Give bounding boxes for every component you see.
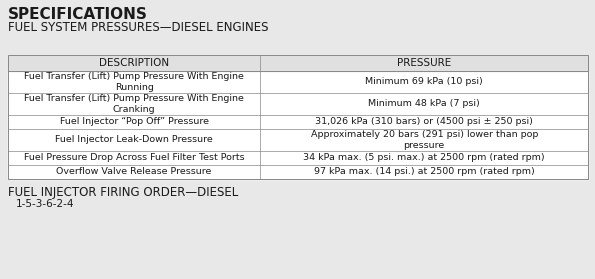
- Text: 31,026 kPa (310 bars) or (4500 psi ± 250 psi): 31,026 kPa (310 bars) or (4500 psi ± 250…: [315, 117, 533, 126]
- Text: 34 kPa max. (5 psi. max.) at 2500 rpm (rated rpm): 34 kPa max. (5 psi. max.) at 2500 rpm (r…: [303, 153, 545, 162]
- Bar: [8, 55, 588, 179]
- Bar: [8, 55, 588, 71]
- Bar: [8, 71, 588, 93]
- Bar: [8, 165, 588, 179]
- Bar: [8, 93, 588, 115]
- Text: FUEL INJECTOR FIRING ORDER—DIESEL: FUEL INJECTOR FIRING ORDER—DIESEL: [8, 186, 238, 199]
- Bar: [8, 115, 588, 129]
- Bar: [8, 129, 588, 151]
- Text: 97 kPa max. (14 psi.) at 2500 rpm (rated rpm): 97 kPa max. (14 psi.) at 2500 rpm (rated…: [314, 167, 535, 177]
- Text: FUEL SYSTEM PRESSURES—DIESEL ENGINES: FUEL SYSTEM PRESSURES—DIESEL ENGINES: [8, 21, 268, 34]
- Text: DESCRIPTION: DESCRIPTION: [99, 58, 169, 68]
- Text: Fuel Injector Leak-Down Pressure: Fuel Injector Leak-Down Pressure: [55, 136, 213, 145]
- Text: SPECIFICATIONS: SPECIFICATIONS: [8, 7, 148, 22]
- Bar: [8, 151, 588, 165]
- Bar: [8, 55, 588, 179]
- Text: Minimum 48 kPa (7 psi): Minimum 48 kPa (7 psi): [368, 100, 480, 109]
- Text: Fuel Transfer (Lift) Pump Pressure With Engine
Cranking: Fuel Transfer (Lift) Pump Pressure With …: [24, 94, 244, 114]
- Text: Minimum 69 kPa (10 psi): Minimum 69 kPa (10 psi): [365, 78, 483, 86]
- Text: Fuel Pressure Drop Across Fuel Filter Test Ports: Fuel Pressure Drop Across Fuel Filter Te…: [24, 153, 245, 162]
- Text: Approximately 20 bars (291 psi) lower than pop
pressure: Approximately 20 bars (291 psi) lower th…: [311, 130, 538, 150]
- Text: 1-5-3-6-2-4: 1-5-3-6-2-4: [16, 199, 74, 209]
- Text: Overflow Valve Release Pressure: Overflow Valve Release Pressure: [57, 167, 212, 177]
- Text: Fuel Injector “Pop Off” Pressure: Fuel Injector “Pop Off” Pressure: [60, 117, 209, 126]
- Text: PRESSURE: PRESSURE: [397, 58, 452, 68]
- Text: Fuel Transfer (Lift) Pump Pressure With Engine
Running: Fuel Transfer (Lift) Pump Pressure With …: [24, 72, 244, 92]
